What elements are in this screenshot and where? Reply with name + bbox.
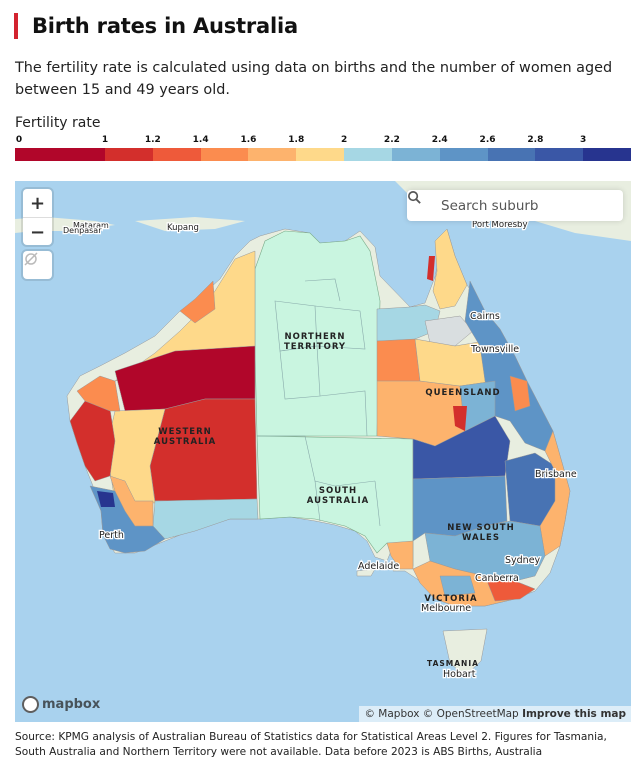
title-accent-bar xyxy=(14,13,18,39)
legend-swatch xyxy=(15,148,106,161)
kangaroo-island xyxy=(356,568,376,577)
wa-wheatbelt xyxy=(109,475,154,527)
attribution-mapbox[interactable]: © Mapbox xyxy=(364,708,420,720)
state-labels: NORTHERN TERRITORY QUEENSLAND WESTERN AU… xyxy=(154,332,514,668)
label-kupang: Kupang xyxy=(167,223,199,233)
legend-tick: 2 xyxy=(340,135,348,145)
timor-land xyxy=(135,217,245,231)
legend-swatch xyxy=(248,148,297,161)
label-wa-1: WESTERN xyxy=(158,427,212,437)
qld-red-patch xyxy=(453,406,467,431)
label-nt-2: TERRITORY xyxy=(284,342,346,352)
legend-tick: 2.6 xyxy=(479,135,496,145)
legend-swatch xyxy=(391,148,441,161)
qld-northwest xyxy=(376,338,421,387)
label-perth: Perth xyxy=(99,530,124,541)
wa-east xyxy=(149,398,258,502)
mapbox-logo-icon xyxy=(22,696,39,713)
label-sydney: Sydney xyxy=(505,555,541,566)
nsw-coast xyxy=(539,430,571,557)
label-port-moresby: Port Moresby xyxy=(472,220,527,230)
legend-swatch xyxy=(535,148,584,161)
label-nsw-2: WALES xyxy=(462,533,500,543)
search-box[interactable] xyxy=(407,190,623,221)
legend-tick: 1.8 xyxy=(288,135,305,145)
nt-sa-boundaries xyxy=(257,278,381,527)
legend-tick: 3 xyxy=(580,135,587,145)
legend-tick: 1.2 xyxy=(144,135,161,145)
map-container[interactable]: NORTHERN TERRITORY QUEENSLAND WESTERN AU… xyxy=(15,181,631,722)
sa-southeast xyxy=(386,540,414,570)
label-denpasar: Denpasar xyxy=(63,226,102,235)
legend-swatch xyxy=(105,148,154,161)
label-nt-1: NORTHERN xyxy=(285,332,346,342)
map-attribution: © Mapbox © OpenStreetMap Improve this ma… xyxy=(359,706,631,722)
qld-grey xyxy=(424,315,474,347)
legend-tick: 1.4 xyxy=(192,135,209,145)
mapbox-logo[interactable]: mapbox xyxy=(22,696,100,713)
improve-map-link[interactable]: Improve this map xyxy=(522,708,626,720)
victoria-central xyxy=(439,575,476,597)
page-title: Birth rates in Australia xyxy=(32,14,298,38)
legend-tick: 2.4 xyxy=(431,135,448,145)
zoom-controls: + − xyxy=(23,189,52,245)
label-canberra: Canberra xyxy=(475,573,519,584)
legend-swatch xyxy=(152,148,202,161)
label-mataram: Mataram xyxy=(73,221,109,230)
label-hobart: Hobart xyxy=(443,669,476,680)
wa-dark-spot xyxy=(97,491,115,507)
map-canvas[interactable]: NORTHERN TERRITORY QUEENSLAND WESTERN AU… xyxy=(15,181,631,722)
fertility-legend: 0 1 1.2 1.4 1.6 1.8 2 2.2 2.4 2.6 2.8 3 xyxy=(15,135,632,161)
label-brisbane: Brisbane xyxy=(535,469,577,480)
qld-coast-orange xyxy=(509,375,531,412)
label-vic: VICTORIA xyxy=(424,594,477,604)
qld-cape-tip xyxy=(427,256,435,281)
legend-tick: 2.2 xyxy=(383,135,400,145)
tasmania xyxy=(442,628,488,677)
label-cairns: Cairns xyxy=(470,311,500,322)
legend-tick: 2.8 xyxy=(527,135,544,145)
legend-tick: 1 xyxy=(101,135,109,145)
location-off-icon xyxy=(24,252,38,266)
legend-title: Fertility rate xyxy=(15,115,101,131)
title-block: Birth rates in Australia xyxy=(14,12,298,40)
qld-cape xyxy=(432,228,468,310)
zoom-in-button[interactable]: + xyxy=(29,192,46,214)
legend-tick: 1.6 xyxy=(240,135,257,145)
victoria-east xyxy=(484,575,536,602)
label-sa-1: SOUTH xyxy=(319,486,357,496)
search-input[interactable] xyxy=(439,196,613,215)
geolocate-button[interactable] xyxy=(23,251,52,279)
label-tas: TASMANIA xyxy=(427,659,479,668)
wa-gascoyne xyxy=(76,375,121,412)
legend-swatch xyxy=(583,148,632,161)
label-wa-2: AUSTRALIA xyxy=(154,437,216,447)
legend-swatch xyxy=(200,148,249,161)
zoom-out-button[interactable]: − xyxy=(23,217,52,246)
label-townsville: Townsville xyxy=(470,344,519,355)
label-melbourne: Melbourne xyxy=(421,603,471,614)
legend-swatch xyxy=(439,148,489,161)
wa-west-coast xyxy=(69,400,116,482)
label-sa-2: AUSTRALIA xyxy=(307,496,369,506)
source-note: Source: KPMG analysis of Australian Bure… xyxy=(15,731,607,758)
legend-swatch xyxy=(296,148,345,161)
legend-tick: 0 xyxy=(15,135,23,145)
label-nsw-1: NEW SOUTH xyxy=(447,523,514,533)
wa-goldfields xyxy=(152,498,259,540)
label-qld: QUEENSLAND xyxy=(425,388,500,398)
city-labels: Cairns Townsville Brisbane Sydney Canber… xyxy=(62,219,578,682)
legend-swatch xyxy=(344,148,393,161)
wa-kimberley xyxy=(179,280,216,324)
intro-text: The fertility rate is calculated using d… xyxy=(15,60,613,98)
legend-swatch xyxy=(487,148,536,161)
attribution-osm[interactable]: © OpenStreetMap xyxy=(422,708,519,720)
mapbox-logo-text: mapbox xyxy=(42,697,101,712)
label-adelaide: Adelaide xyxy=(358,561,399,572)
